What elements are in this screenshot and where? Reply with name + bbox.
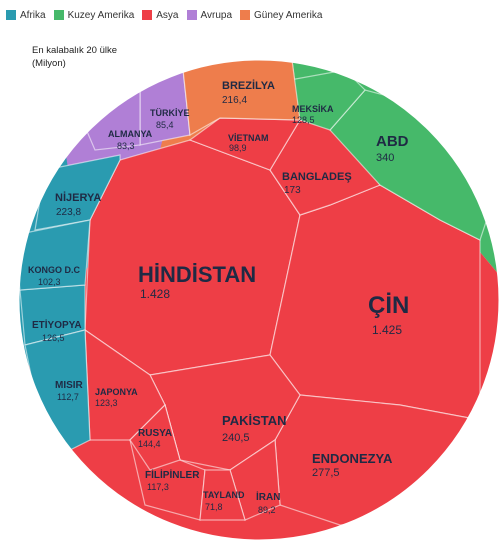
country-label: MISIR	[55, 380, 84, 391]
country-label: ETİYOPYA	[32, 318, 82, 331]
country-value: 144,4	[138, 439, 161, 449]
country-label: MEKSİKA	[292, 104, 334, 114]
country-value: 1.425	[372, 323, 402, 337]
legend-label: Kuzey Amerika	[67, 9, 135, 21]
country-label: TÜRKİYE	[150, 108, 190, 118]
country-label: ENDONEZYA	[312, 451, 393, 466]
legend-label: Güney Amerika	[254, 9, 323, 21]
legend-swatch	[186, 10, 197, 20]
country-label: ÇİN	[368, 292, 409, 319]
country-value: 173	[284, 185, 301, 196]
country-label: NİJERYA	[55, 191, 101, 204]
legend-item: Kuzey Amerika	[53, 9, 135, 21]
country-cell	[181, 60, 301, 136]
country-value: 71,8	[205, 502, 223, 512]
chart-subtitle: En kalabalık 20 ülke (Milyon)	[32, 44, 117, 70]
country-value: 223,8	[56, 207, 81, 218]
legend-item: Asya	[142, 9, 179, 21]
country-cell	[19, 219, 91, 291]
country-label: BREZİLYA	[222, 79, 275, 92]
legend-swatch	[142, 10, 153, 20]
legend-swatch	[240, 10, 251, 20]
country-cell	[129, 403, 181, 471]
legend-label: Avrupa	[200, 9, 233, 21]
country-value: 1.428	[140, 287, 170, 301]
country-label: JAPONYA	[95, 387, 138, 397]
legend-item: Güney Amerika	[240, 10, 322, 21]
country-value: 340	[376, 152, 394, 164]
legend-item: Afrika	[6, 10, 46, 21]
legend: Afrika Kuzey Amerika Asya Avrupa Güney Ameri…	[6, 6, 322, 24]
legend-label: Afrika	[20, 9, 46, 21]
country-cell	[84, 139, 301, 376]
country-cell	[34, 154, 121, 231]
country-value: 277,5	[312, 467, 340, 479]
country-value: 98,9	[229, 143, 247, 153]
country-cell	[199, 469, 246, 521]
chart-circle-outline	[18, 59, 500, 541]
country-label: BANGLADEŞ	[282, 171, 352, 183]
country-label: VİETNAM	[228, 133, 269, 143]
country-label: PAKİSTAN	[222, 413, 287, 428]
country-value: 85,4	[156, 120, 174, 130]
country-value: 102,3	[38, 277, 61, 287]
legend-item: Avrupa	[186, 9, 233, 21]
legend-swatch	[6, 10, 16, 20]
country-label: ABD	[376, 133, 409, 150]
country-label: RUSYA	[138, 428, 172, 439]
country-value: 117,3	[147, 482, 169, 492]
chart-title: En kalabalık 20 ülke	[32, 45, 118, 56]
country-value: 89,2	[258, 505, 276, 515]
country-label: FİLİPİNLER	[145, 468, 200, 481]
country-value: 128,5	[292, 115, 315, 125]
country-value: 240,5	[222, 432, 250, 444]
country-value: 216,4	[222, 95, 247, 106]
chart-unit: (Milyon)	[32, 58, 66, 69]
country-label: ALMANYA	[108, 129, 153, 139]
country-label: KONGO D.C	[28, 265, 81, 275]
country-label: İRAN	[256, 490, 280, 503]
country-label: HİNDİSTAN	[138, 262, 256, 287]
country-value: 126,5	[42, 333, 65, 343]
legend-label: Asya	[156, 9, 179, 21]
country-value: 123,3	[95, 398, 118, 408]
country-label: TAYLAND	[203, 490, 245, 500]
legend-swatch	[53, 10, 64, 20]
country-value: 83,3	[117, 141, 135, 151]
country-value: 112,7	[57, 392, 79, 402]
